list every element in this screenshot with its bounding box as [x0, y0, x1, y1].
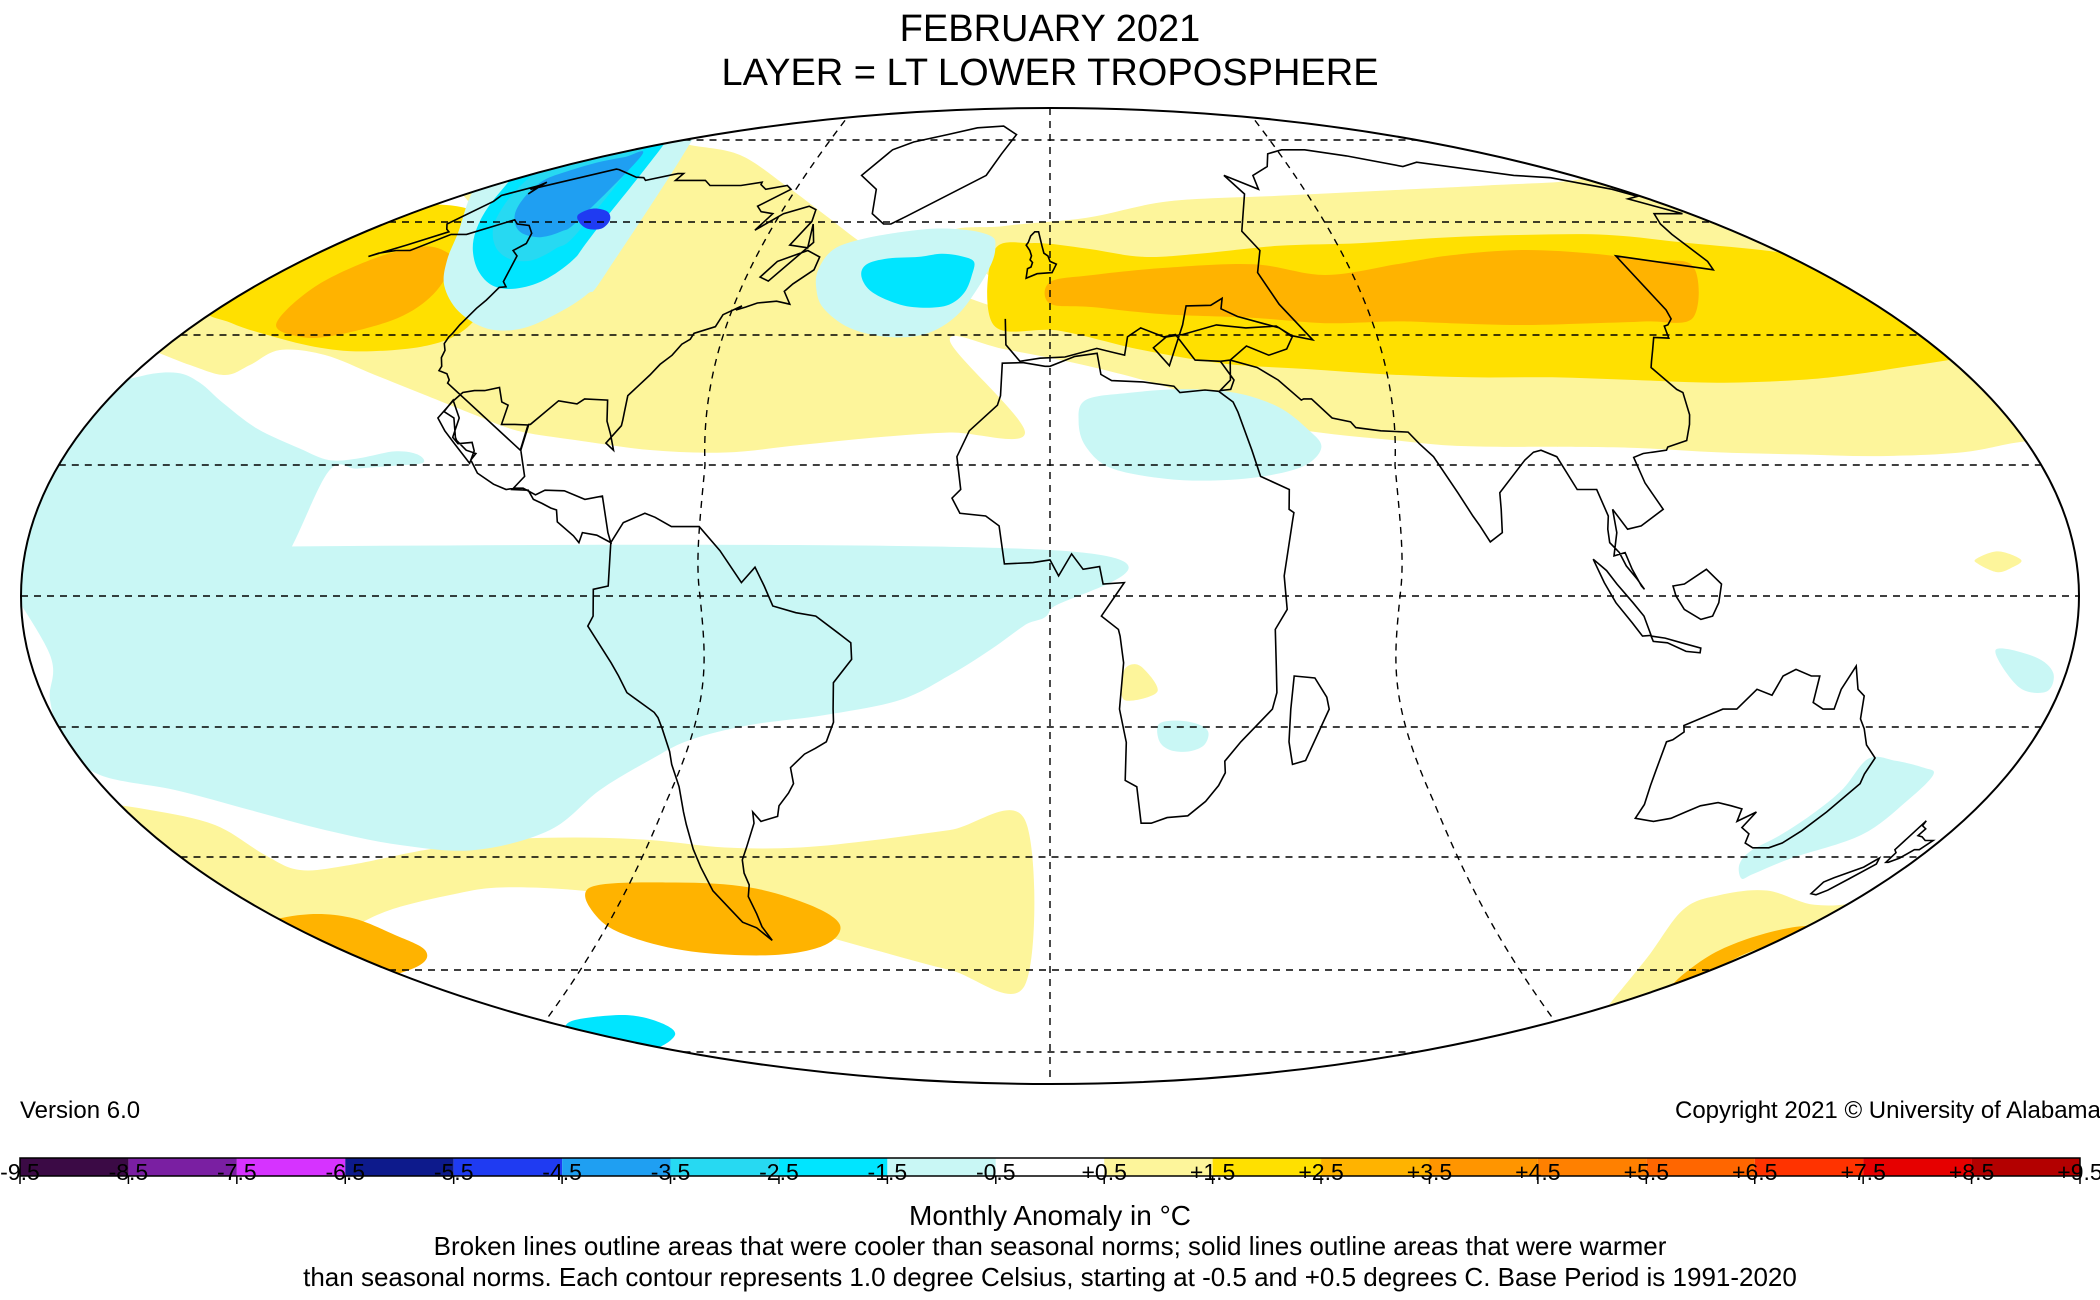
svg-text:-0.5: -0.5 — [976, 1159, 1016, 1185]
svg-text:-5.5: -5.5 — [434, 1159, 474, 1185]
svg-text:-4.5: -4.5 — [542, 1159, 582, 1185]
svg-text:+4.5: +4.5 — [1515, 1159, 1560, 1185]
svg-text:+5.5: +5.5 — [1624, 1159, 1669, 1185]
svg-text:+1.5: +1.5 — [1190, 1159, 1235, 1185]
svg-text:+3.5: +3.5 — [1407, 1159, 1452, 1185]
svg-text:+2.5: +2.5 — [1298, 1159, 1343, 1185]
svg-text:+6.5: +6.5 — [1732, 1159, 1777, 1185]
svg-text:-2.5: -2.5 — [759, 1159, 799, 1185]
svg-text:-6.5: -6.5 — [325, 1159, 365, 1185]
svg-text:-7.5: -7.5 — [217, 1159, 257, 1185]
svg-text:-1.5: -1.5 — [868, 1159, 908, 1185]
svg-text:-8.5: -8.5 — [109, 1159, 149, 1185]
svg-text:+9.5: +9.5 — [2057, 1159, 2100, 1185]
svg-text:+7.5: +7.5 — [1840, 1159, 1885, 1185]
svg-text:+0.5: +0.5 — [1082, 1159, 1127, 1185]
svg-text:-3.5: -3.5 — [651, 1159, 691, 1185]
svg-text:-9.5: -9.5 — [0, 1159, 40, 1185]
svg-text:+8.5: +8.5 — [1949, 1159, 1994, 1185]
